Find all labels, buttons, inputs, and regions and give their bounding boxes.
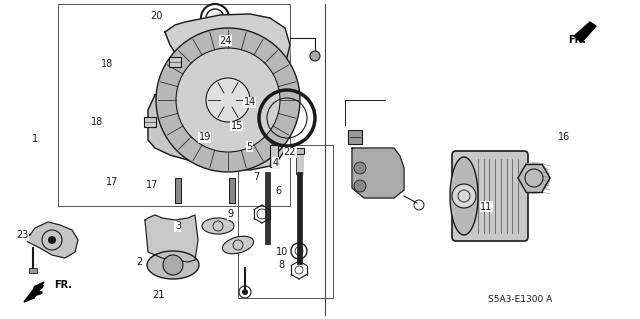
Circle shape	[354, 180, 366, 192]
Polygon shape	[574, 22, 596, 42]
Text: 4: 4	[272, 158, 278, 168]
Circle shape	[354, 162, 366, 174]
Text: 1: 1	[32, 134, 38, 144]
Text: FR.: FR.	[568, 35, 586, 45]
Text: 21: 21	[152, 290, 165, 300]
Circle shape	[452, 184, 476, 208]
Text: 17: 17	[145, 180, 158, 190]
Bar	[58, 4, 290, 206]
Bar	[229, 178, 235, 203]
Text: 16: 16	[558, 132, 571, 142]
Text: 18: 18	[91, 117, 104, 127]
Bar	[348, 130, 362, 144]
Polygon shape	[148, 45, 290, 150]
Text: FR.: FR.	[54, 280, 72, 290]
Bar	[169, 57, 181, 67]
Text: 20: 20	[150, 11, 163, 21]
Circle shape	[156, 28, 300, 172]
Circle shape	[310, 51, 320, 61]
Polygon shape	[148, 90, 285, 170]
Text: 6: 6	[275, 186, 282, 196]
Circle shape	[242, 289, 248, 295]
Ellipse shape	[147, 251, 199, 279]
Text: 8: 8	[278, 260, 285, 270]
Polygon shape	[352, 148, 404, 198]
FancyBboxPatch shape	[452, 151, 528, 241]
Text: 18: 18	[101, 59, 114, 69]
Circle shape	[518, 162, 550, 194]
Bar	[29, 268, 37, 273]
Text: 23: 23	[16, 230, 29, 241]
Polygon shape	[165, 14, 290, 90]
Circle shape	[176, 48, 280, 152]
Circle shape	[48, 236, 56, 244]
Text: 2: 2	[136, 256, 143, 267]
Text: 3: 3	[175, 221, 181, 232]
Text: 7: 7	[253, 172, 259, 182]
Text: 15: 15	[230, 121, 243, 131]
Circle shape	[206, 78, 250, 122]
Bar	[297, 172, 302, 264]
Bar	[238, 145, 333, 298]
Ellipse shape	[223, 236, 253, 254]
Circle shape	[163, 255, 183, 275]
Text: 19: 19	[198, 132, 211, 142]
Text: S5A3-E1300 A: S5A3-E1300 A	[488, 295, 552, 305]
Text: 9: 9	[227, 209, 234, 219]
Bar	[296, 148, 304, 154]
Polygon shape	[24, 282, 44, 302]
Bar	[270, 145, 278, 167]
Bar	[265, 172, 270, 244]
Polygon shape	[25, 222, 78, 258]
Text: 11: 11	[480, 202, 493, 212]
Text: 10: 10	[275, 247, 288, 257]
Text: 5: 5	[246, 142, 253, 152]
Text: 14: 14	[243, 97, 256, 107]
Ellipse shape	[450, 157, 478, 235]
Ellipse shape	[202, 218, 234, 234]
Text: 17: 17	[106, 177, 118, 188]
Bar	[175, 178, 181, 203]
Bar	[144, 117, 156, 127]
Polygon shape	[145, 215, 198, 262]
Text: 22: 22	[284, 147, 296, 158]
Text: 24: 24	[219, 36, 232, 46]
